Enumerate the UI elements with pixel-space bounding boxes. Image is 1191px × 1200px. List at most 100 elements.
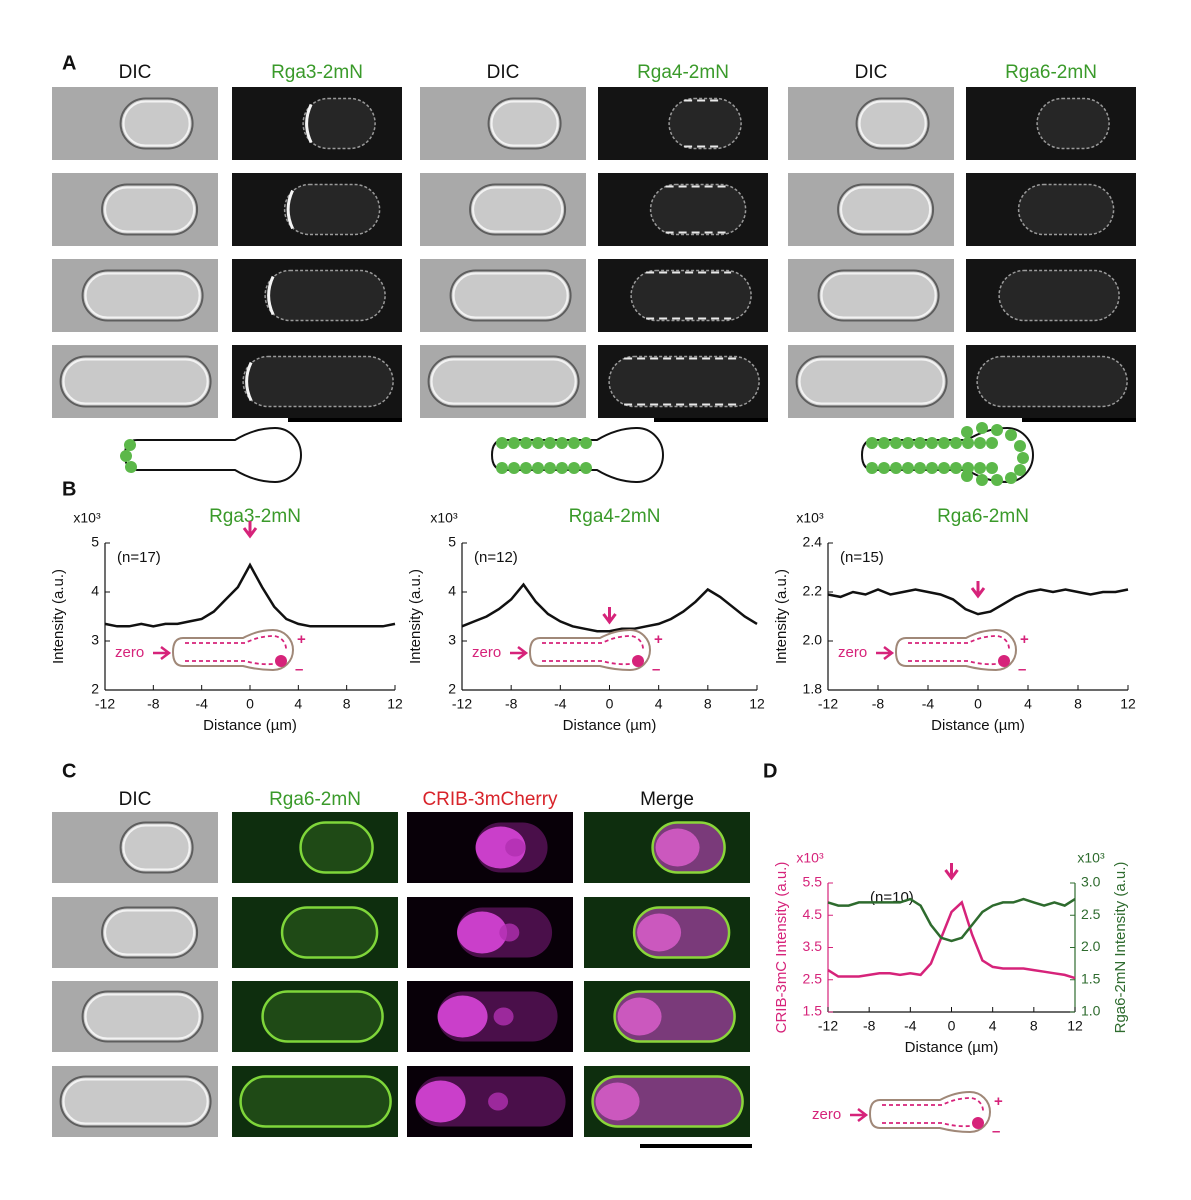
panel-label: A	[62, 52, 76, 74]
protein-dot	[520, 462, 532, 474]
series-line	[104, 562, 396, 628]
cell	[59, 1075, 212, 1128]
cell	[239, 1075, 392, 1128]
protein-dot	[508, 462, 520, 474]
schematic-label: zero	[115, 644, 144, 661]
multiplier: x10³	[430, 510, 458, 526]
marker-arrow	[970, 581, 986, 599]
cell-halo	[430, 358, 577, 405]
cell	[302, 97, 376, 150]
x-tick-label: 8	[1074, 696, 1082, 712]
cell-center	[505, 838, 526, 857]
protein-dot	[961, 426, 973, 438]
x-tick-label: 4	[655, 696, 663, 712]
schematic-sign: +	[297, 631, 306, 648]
cell-tip	[637, 913, 682, 952]
series-line	[827, 900, 1076, 980]
schematic-cell	[490, 426, 664, 484]
protein-dot	[544, 462, 556, 474]
y2-tick-label: 2.5	[1081, 906, 1101, 922]
x-axis-label: Distance (µm)	[563, 717, 657, 734]
cell	[1036, 97, 1110, 150]
protein-dot	[556, 462, 568, 474]
x-tick-label: 12	[1120, 696, 1136, 712]
column-header: Merge	[640, 789, 694, 810]
cell-tip	[415, 1080, 466, 1123]
x-axis-label: Distance (µm)	[931, 717, 1025, 734]
y2-tick-label: 1.5	[1081, 970, 1101, 986]
protein-dot	[1014, 464, 1026, 476]
x-tick-label: -12	[818, 1018, 838, 1034]
y-tick-label: 5	[91, 534, 99, 550]
cell	[630, 269, 752, 322]
arrow	[876, 646, 895, 660]
schematic-sign: +	[994, 1093, 1003, 1110]
chart-title: Rga4-2mN	[569, 506, 661, 527]
protein-dot	[976, 422, 988, 434]
multiplier: x10³	[1077, 850, 1105, 866]
protein-dot	[580, 462, 592, 474]
protein-dot	[1005, 472, 1017, 484]
cell-center	[499, 923, 520, 942]
x-tick-label: -4	[904, 1018, 917, 1034]
cell	[855, 97, 930, 150]
column-header: Rga3-2mN	[271, 62, 363, 83]
y-tick-label: 2	[448, 681, 456, 697]
protein-dot	[986, 462, 998, 474]
y2-axis-label: Rga6-2mN Intensity (a.u.)	[1112, 862, 1129, 1034]
x-tick-label: 4	[294, 696, 302, 712]
x-tick-label: -8	[147, 696, 160, 712]
cell	[469, 183, 567, 236]
cell-tip	[595, 1082, 640, 1121]
protein-dot	[544, 437, 556, 449]
cell-halo	[84, 272, 201, 319]
protein-dot	[124, 439, 136, 451]
arrow	[153, 646, 172, 660]
protein-dot	[962, 437, 974, 449]
cell	[1017, 183, 1115, 236]
protein-dot	[890, 437, 902, 449]
panel-label: D	[763, 760, 777, 782]
x-tick-label: 8	[343, 696, 351, 712]
protein-dot	[496, 437, 508, 449]
schematic-path	[882, 1097, 984, 1128]
protein-dot	[976, 474, 988, 486]
protein-dot	[926, 462, 938, 474]
cell	[101, 906, 199, 959]
marker-arrow	[944, 863, 959, 881]
cell-halo	[122, 100, 191, 147]
column-header: DIC	[119, 62, 152, 83]
protein-dot	[1017, 452, 1029, 464]
annotation: (n=15)	[840, 549, 884, 566]
column-header: DIC	[855, 62, 888, 83]
protein-dot	[961, 470, 973, 482]
signal	[305, 103, 313, 144]
protein-dot	[556, 437, 568, 449]
protein-dot	[878, 462, 890, 474]
schematic-sign: +	[1020, 631, 1029, 648]
annotation: (n=12)	[474, 549, 518, 566]
protein-dot	[902, 462, 914, 474]
x-tick-label: 12	[749, 696, 765, 712]
x-tick-label: 8	[704, 696, 712, 712]
x-tick-label: -12	[452, 696, 472, 712]
protein-dot	[914, 462, 926, 474]
x-tick-label: 12	[1067, 1018, 1083, 1034]
cell	[837, 183, 935, 236]
x-tick-label: -4	[195, 696, 208, 712]
protein-dot	[1014, 440, 1026, 452]
x-tick-label: 0	[606, 696, 614, 712]
protein-dot	[520, 437, 532, 449]
protein-dot	[120, 450, 132, 462]
schematic-path	[542, 635, 644, 666]
cell	[59, 355, 212, 408]
protein-dot	[508, 437, 520, 449]
protein-dot	[974, 437, 986, 449]
y-tick-label: 3	[91, 632, 99, 648]
signal	[267, 275, 275, 316]
protein-dot	[991, 474, 1003, 486]
schematic-label: zero	[472, 644, 501, 661]
protein-dot	[914, 437, 926, 449]
y-axis-label: Intensity (a.u.)	[50, 569, 67, 664]
protein-dot	[1005, 429, 1017, 441]
